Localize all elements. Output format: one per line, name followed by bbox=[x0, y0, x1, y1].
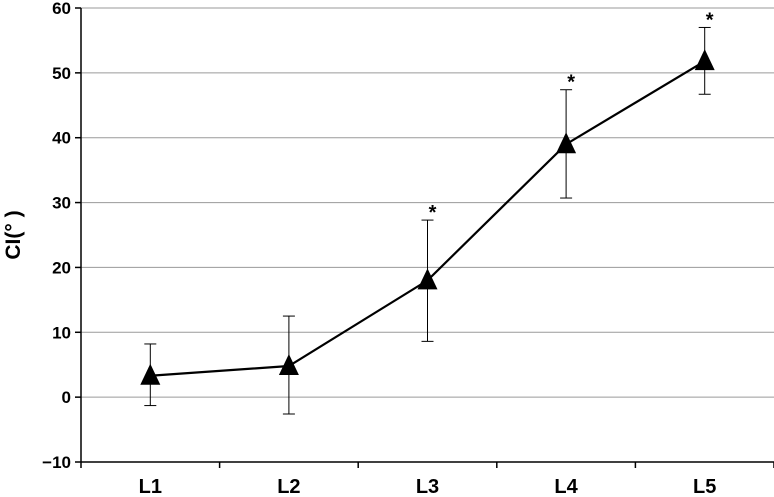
significance-annotations: * * * bbox=[429, 9, 714, 224]
y-tick-label: −10 bbox=[42, 453, 71, 472]
y-tick-label: 40 bbox=[52, 129, 71, 148]
x-tick-label: L1 bbox=[139, 476, 162, 497]
significance-asterisk: * bbox=[429, 202, 437, 224]
y-tick-label: 20 bbox=[52, 258, 71, 277]
y-tick-labels: −10 0 10 20 30 40 50 60 bbox=[42, 0, 71, 472]
triangle-marker bbox=[417, 268, 438, 290]
y-tick-label: 0 bbox=[62, 388, 71, 407]
x-tick-label: L3 bbox=[416, 476, 439, 497]
x-tick-label: L2 bbox=[277, 476, 300, 497]
y-tick-label: 50 bbox=[52, 64, 71, 83]
y-axis-label: CI(° ) bbox=[2, 210, 25, 259]
data-points bbox=[140, 49, 715, 385]
y-tick-label: 30 bbox=[52, 194, 71, 213]
triangle-marker bbox=[694, 49, 715, 71]
triangle-marker bbox=[278, 354, 299, 376]
significance-asterisk: * bbox=[706, 9, 714, 31]
triangle-marker bbox=[140, 363, 161, 385]
y-tick-label: 10 bbox=[52, 323, 71, 342]
x-tick-label: L5 bbox=[693, 476, 716, 497]
x-tick-labels: L1 L2 L3 L4 L5 bbox=[139, 476, 717, 497]
y-tick-label: 60 bbox=[52, 0, 71, 18]
error-bars bbox=[144, 26, 711, 415]
significance-asterisk: * bbox=[567, 72, 575, 94]
axes bbox=[75, 7, 774, 468]
x-tick-label: L4 bbox=[554, 476, 578, 497]
triangle-marker bbox=[556, 132, 577, 154]
